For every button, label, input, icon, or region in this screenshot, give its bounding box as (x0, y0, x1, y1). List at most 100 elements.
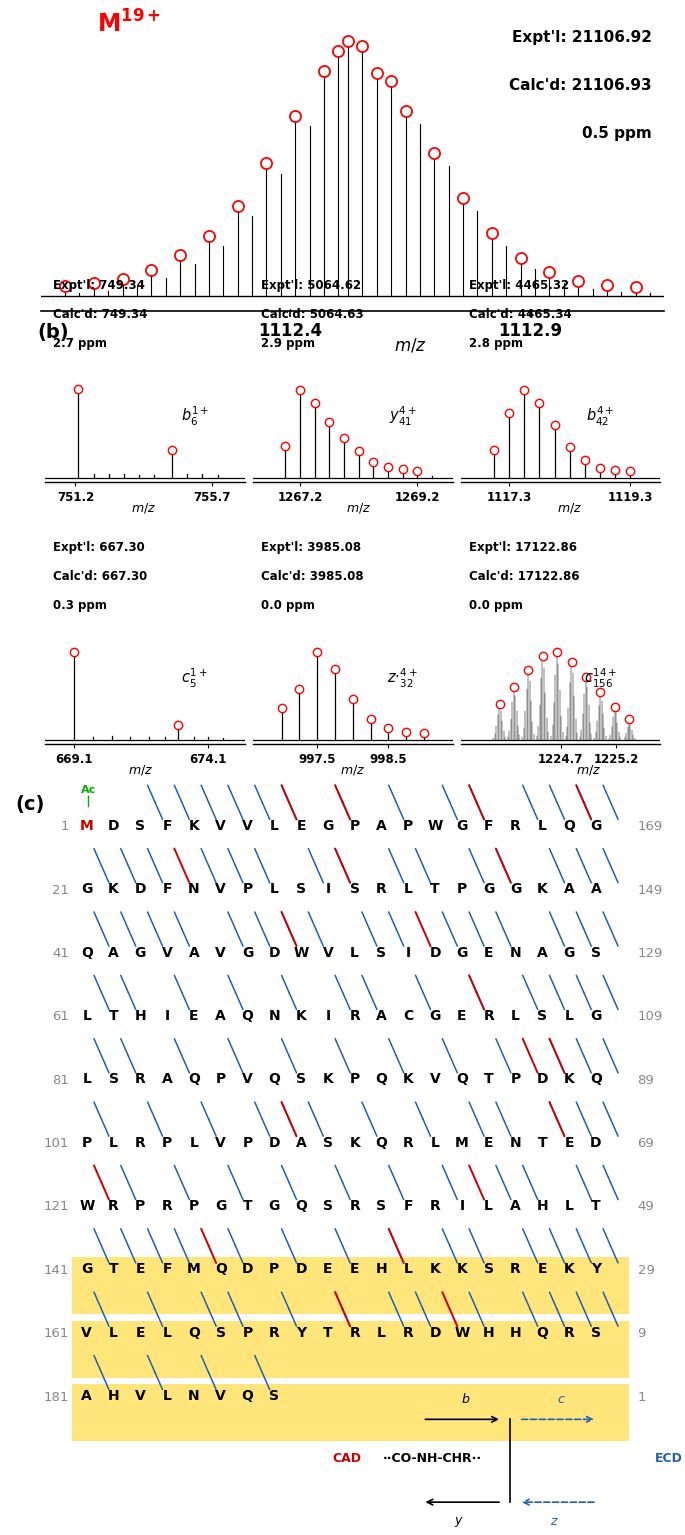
Text: S: S (377, 946, 386, 959)
Text: $b_{42}^{4+}$: $b_{42}^{4+}$ (586, 404, 614, 428)
Text: 149: 149 (638, 884, 663, 896)
Text: G: G (590, 818, 601, 834)
Text: R: R (376, 883, 387, 896)
Text: W: W (293, 946, 309, 959)
Text: 9: 9 (638, 1328, 646, 1340)
Text: Q: Q (375, 1136, 388, 1150)
Text: R: R (269, 1326, 279, 1340)
Text: M: M (187, 1262, 201, 1277)
Text: G: G (81, 1262, 92, 1277)
Text: W: W (427, 818, 443, 834)
Text: V: V (82, 1326, 92, 1340)
Text: G: G (510, 883, 521, 896)
Text: V: V (215, 1389, 226, 1403)
Text: 101: 101 (44, 1137, 69, 1150)
Text: S: S (323, 1136, 333, 1150)
Text: V: V (323, 946, 334, 959)
Text: R: R (108, 1199, 119, 1213)
Text: Expt'l: 17122.86: Expt'l: 17122.86 (469, 542, 577, 554)
Text: R: R (349, 1326, 360, 1340)
Text: ECD: ECD (654, 1452, 682, 1466)
Text: E: E (538, 1262, 547, 1277)
Text: Q: Q (295, 1199, 307, 1213)
Text: 141: 141 (44, 1263, 69, 1277)
Text: Q: Q (269, 1073, 280, 1087)
Text: Q: Q (375, 1073, 388, 1087)
Text: H: H (483, 1326, 495, 1340)
Text: T: T (109, 1262, 119, 1277)
Text: $z·_{32}^{4+}$: $z·_{32}^{4+}$ (388, 666, 418, 689)
Text: (c): (c) (15, 795, 45, 814)
Text: E: E (484, 1136, 493, 1150)
Text: 121: 121 (44, 1200, 69, 1214)
Text: P: P (189, 1199, 199, 1213)
Text: P: P (269, 1262, 279, 1277)
Text: T: T (242, 1199, 252, 1213)
Text: P: P (349, 1073, 360, 1087)
Text: V: V (242, 1073, 253, 1087)
Text: P: P (162, 1136, 172, 1150)
Text: N: N (510, 1136, 521, 1150)
Text: K: K (323, 1073, 334, 1087)
Text: A: A (564, 883, 575, 896)
Text: A: A (82, 1389, 92, 1403)
Text: 29: 29 (638, 1263, 654, 1277)
Text: I: I (325, 1008, 330, 1022)
Text: A: A (188, 946, 199, 959)
Text: H: H (108, 1389, 119, 1403)
Text: A: A (162, 1073, 173, 1087)
Text: M: M (455, 1136, 469, 1150)
Text: R: R (510, 1262, 521, 1277)
Text: R: R (510, 818, 521, 834)
Text: G: G (215, 1199, 226, 1213)
Text: G: G (456, 946, 468, 959)
Text: P: P (242, 883, 253, 896)
Text: R: R (349, 1199, 360, 1213)
Text: A: A (590, 883, 601, 896)
Text: $y$: $y$ (454, 1515, 464, 1529)
Text: K: K (188, 818, 199, 834)
Text: H: H (375, 1262, 387, 1277)
Text: E: E (457, 1008, 466, 1022)
Text: (b): (b) (38, 324, 69, 342)
Text: F: F (484, 818, 493, 834)
Text: Q: Q (563, 818, 575, 834)
Text: A: A (376, 1008, 387, 1022)
Text: L: L (484, 1199, 493, 1213)
Text: $y_{41}^{4+}$: $y_{41}^{4+}$ (389, 404, 416, 428)
Text: L: L (162, 1389, 171, 1403)
Text: C: C (403, 1008, 413, 1022)
Text: 2.7 ppm: 2.7 ppm (53, 336, 107, 350)
Text: G: G (590, 1008, 601, 1022)
Text: V: V (215, 818, 226, 834)
Text: P: P (403, 818, 413, 834)
Text: S: S (377, 1199, 386, 1213)
Text: V: V (162, 946, 173, 959)
Text: 69: 69 (638, 1137, 654, 1150)
Text: K: K (296, 1008, 306, 1022)
Text: S: S (216, 1326, 225, 1340)
Text: L: L (538, 818, 547, 834)
Text: S: S (296, 883, 306, 896)
Text: D: D (429, 946, 441, 959)
Text: Y: Y (296, 1326, 306, 1340)
Text: 81: 81 (52, 1074, 69, 1087)
Text: K: K (564, 1262, 575, 1277)
Text: G: G (563, 946, 575, 959)
Text: L: L (82, 1008, 91, 1022)
Text: P: P (242, 1136, 253, 1150)
Text: $\mathbf{M}^{\mathbf{19+}}$: $\mathbf{M}^{\mathbf{19+}}$ (97, 11, 161, 38)
Bar (72, 1320, 630, 1377)
Text: 41: 41 (52, 947, 69, 959)
Text: W: W (79, 1199, 95, 1213)
Text: P: P (510, 1073, 521, 1087)
Text: T: T (323, 1326, 333, 1340)
Text: E: E (350, 1262, 360, 1277)
Text: Ac: Ac (80, 784, 96, 795)
Text: D: D (295, 1262, 307, 1277)
Text: E: E (564, 1136, 574, 1150)
Text: L: L (564, 1199, 573, 1213)
Text: L: L (162, 1326, 171, 1340)
Text: G: G (322, 818, 334, 834)
Text: L: L (109, 1136, 118, 1150)
